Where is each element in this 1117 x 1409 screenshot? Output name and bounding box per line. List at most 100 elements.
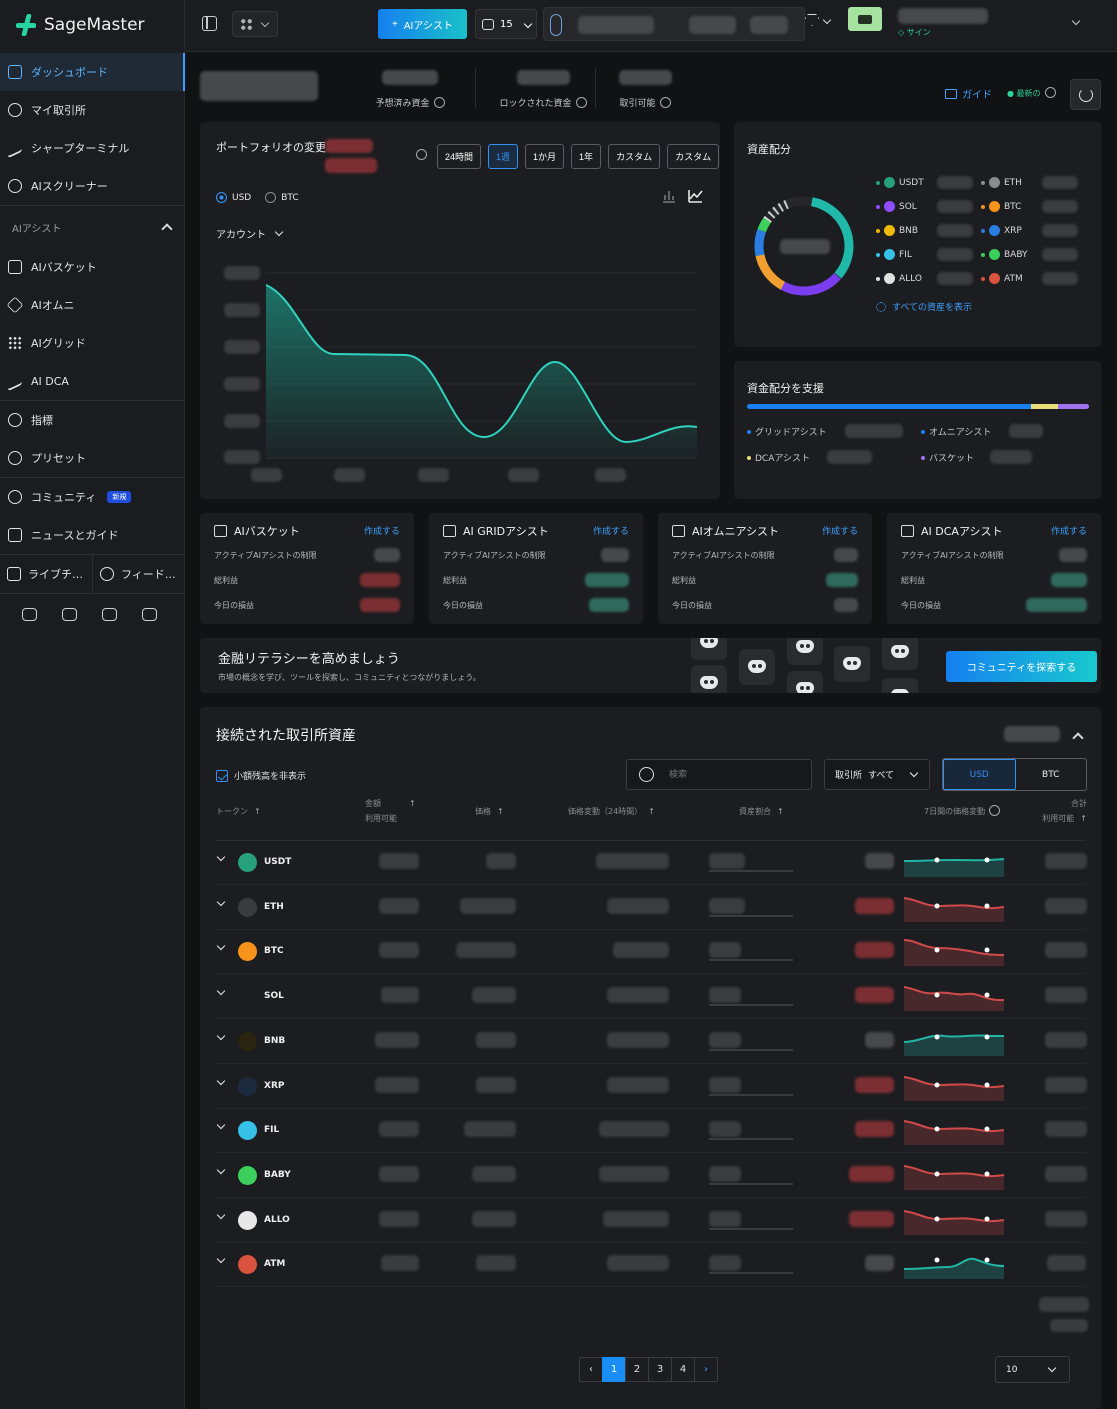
show-all-assets-link[interactable]: すべての資産を表示 [876, 300, 972, 313]
expand-chevron-icon[interactable] [216, 1165, 226, 1175]
book-icon[interactable] [142, 608, 157, 621]
range-tab[interactable]: 24時間 [437, 144, 482, 169]
info-icon[interactable] [575, 97, 587, 108]
sidebar-item-live-chat[interactable]: ライブチ… [0, 555, 93, 593]
account-dropdown[interactable]: アカウント [216, 226, 284, 241]
expand-chevron-icon[interactable] [216, 942, 226, 951]
user-menu[interactable]: ◇ サイン [898, 8, 988, 38]
exchange-select[interactable]: 取引所 すべて [824, 759, 930, 790]
expand-chevron-icon[interactable] [216, 897, 226, 906]
toggle-usd[interactable]: USD [943, 759, 1016, 790]
table-row[interactable]: BABY [216, 1154, 1087, 1198]
page-button[interactable]: 4 [671, 1357, 695, 1382]
expand-chevron-icon[interactable] [216, 1076, 226, 1085]
radio-btc[interactable]: BTC [265, 192, 299, 203]
sidebar-item-feedback[interactable]: フィード… [93, 555, 185, 593]
range-tab[interactable]: 1年 [571, 144, 602, 169]
youtube-icon[interactable] [62, 608, 77, 621]
table-row[interactable]: ALLO [216, 1199, 1087, 1243]
legend-label: DCAアシスト [755, 454, 811, 464]
col-change[interactable]: 価格変動（24時間） ↑ [568, 804, 655, 819]
explore-community-button[interactable]: コミュニティを探索する [946, 651, 1097, 682]
range-tab[interactable]: 1週 [488, 144, 519, 169]
sidebar-item-indicators[interactable]: 指標 [0, 401, 185, 439]
per-page-select[interactable]: 10 [995, 1356, 1070, 1383]
search-input[interactable] [626, 759, 812, 790]
info-icon[interactable] [416, 149, 427, 160]
table-row[interactable]: USDT [216, 841, 1087, 885]
col-price[interactable]: 価格 ↑ [475, 804, 504, 819]
create-link[interactable]: 作成する [592, 527, 629, 537]
sidebar-item-my-exchange[interactable]: マイ取引所 [0, 91, 185, 129]
table-row[interactable]: FIL [216, 1109, 1087, 1154]
sidebar-item-ai-basket[interactable]: AIバスケット [0, 248, 185, 286]
guide-link[interactable]: ガイド [945, 86, 992, 101]
next-page-button[interactable]: › [694, 1357, 718, 1382]
sidebar-item-community[interactable]: コミュニティ 新規 [0, 478, 185, 516]
info-icon[interactable] [659, 97, 671, 108]
table-row[interactable]: XRP [216, 1065, 1087, 1109]
table-row[interactable]: SOL [216, 975, 1087, 1020]
col-total[interactable]: 合計 利用可能 ↑ [1032, 796, 1087, 826]
prev-page-button[interactable]: ‹ [579, 1357, 603, 1382]
sidebar-item-presets[interactable]: プリセット [0, 439, 185, 477]
apps-dropdown[interactable] [232, 11, 278, 37]
info-icon[interactable] [1044, 87, 1056, 98]
col-share[interactable]: 資産割合 ↑ [739, 804, 784, 819]
table-row[interactable]: ETH [216, 886, 1087, 930]
col-token[interactable]: トークン ↑ [216, 804, 261, 819]
create-link[interactable]: 作成する [821, 527, 858, 537]
info-icon[interactable] [433, 97, 445, 108]
info-icon[interactable] [989, 805, 1001, 816]
telegram-icon[interactable] [102, 608, 117, 621]
page-button[interactable]: 1 [602, 1357, 626, 1382]
token-icon [238, 897, 257, 917]
sidebar-item-ai-dca[interactable]: AI DCA [0, 362, 185, 400]
hide-small-balance-checkbox[interactable]: 小額残高を非表示 [216, 769, 306, 782]
table-row[interactable]: BTC [216, 930, 1087, 975]
radio-usd[interactable]: USD [216, 192, 251, 203]
chevron-down-icon[interactable] [1071, 16, 1081, 26]
change-value [607, 1031, 669, 1048]
avatar[interactable] [848, 7, 882, 31]
expand-chevron-icon[interactable] [216, 1120, 226, 1130]
sidebar-item-ai-grid[interactable]: AIグリッド [0, 324, 185, 362]
table-row[interactable]: ATM [216, 1243, 1086, 1288]
sidebar-toggle-icon[interactable] [202, 16, 217, 31]
col-amount[interactable]: 金額 ↑ 利用可能 [365, 796, 416, 826]
bot-count-dropdown[interactable]: 15 [475, 9, 537, 39]
legend-value [937, 200, 973, 213]
page-button[interactable]: 3 [648, 1357, 672, 1382]
sidebar-item-news-guide[interactable]: ニュースとガイド [0, 516, 185, 554]
toggle-btc[interactable]: BTC [1016, 759, 1087, 790]
expand-chevron-icon[interactable] [216, 986, 226, 996]
create-link[interactable]: 作成する [363, 527, 400, 537]
range-tab[interactable]: カスタム [608, 144, 661, 169]
wallet-summary[interactable] [543, 7, 805, 41]
table-row[interactable]: BNB [216, 1020, 1087, 1064]
range-tab[interactable]: カスタム [667, 144, 720, 169]
ai-assist-button[interactable]: + AIアシスト [378, 9, 467, 39]
create-link[interactable]: 作成する [1050, 527, 1087, 537]
range-tab[interactable]: 1か月 [525, 144, 565, 169]
discord-icon[interactable] [22, 608, 37, 621]
sidebar-item-ai-omni[interactable]: AIオムニ [0, 286, 185, 324]
bar-chart-icon[interactable] [661, 188, 677, 204]
expand-chevron-icon[interactable] [216, 1210, 226, 1219]
plan-dropdown[interactable] [805, 14, 832, 26]
token-icon [989, 273, 1000, 284]
expand-chevron-icon[interactable] [216, 852, 226, 862]
expand-chevron-icon[interactable] [216, 1255, 226, 1264]
fund-legend-omni: オムニアシスト [921, 425, 991, 438]
line-chart-icon[interactable] [687, 188, 703, 204]
brand-logo[interactable]: SageMaster [16, 14, 145, 36]
screener-icon [8, 179, 22, 193]
chevron-up-icon[interactable] [1072, 732, 1084, 744]
expand-chevron-icon[interactable] [216, 1031, 226, 1041]
sidebar-item-sharp-terminal[interactable]: シャープターミナル [0, 129, 185, 167]
refresh-button[interactable] [1070, 79, 1101, 110]
page-button[interactable]: 2 [625, 1357, 649, 1382]
sidebar-item-ai-screener[interactable]: AIスクリーナー [0, 167, 185, 205]
sidebar-section-ai-assist[interactable]: AIアシスト [0, 206, 185, 248]
sidebar-item-dashboard[interactable]: ダッシュボード [0, 53, 185, 91]
